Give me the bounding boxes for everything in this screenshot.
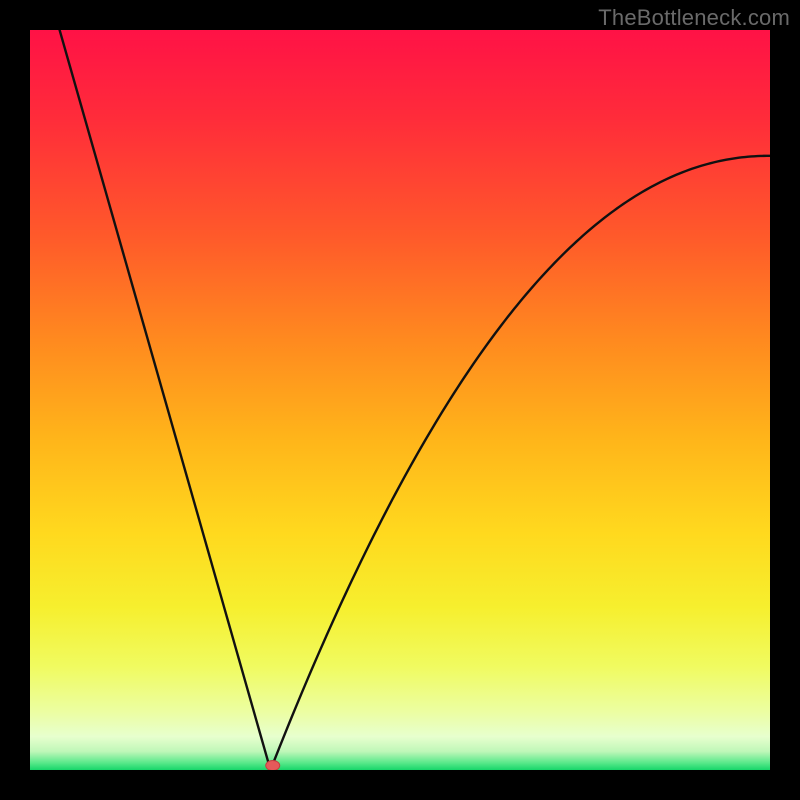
- chart-svg: [30, 30, 770, 770]
- gradient-background: [30, 30, 770, 770]
- plot-area: [30, 30, 770, 770]
- chart-frame: TheBottleneck.com: [0, 0, 800, 800]
- watermark-text: TheBottleneck.com: [598, 5, 790, 31]
- optimum-marker: [266, 761, 280, 770]
